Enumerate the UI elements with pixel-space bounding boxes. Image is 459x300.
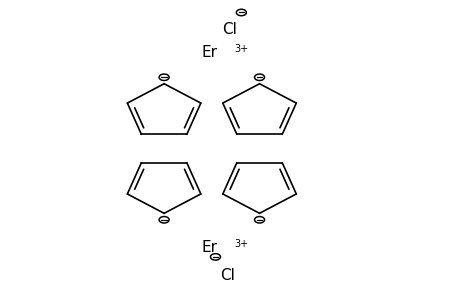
Text: Er: Er (201, 240, 217, 255)
Text: 3+: 3+ (234, 238, 248, 249)
Text: Cl: Cl (220, 268, 235, 283)
Text: Er: Er (201, 46, 217, 61)
Text: 3+: 3+ (234, 44, 248, 54)
Text: Cl: Cl (222, 22, 237, 37)
